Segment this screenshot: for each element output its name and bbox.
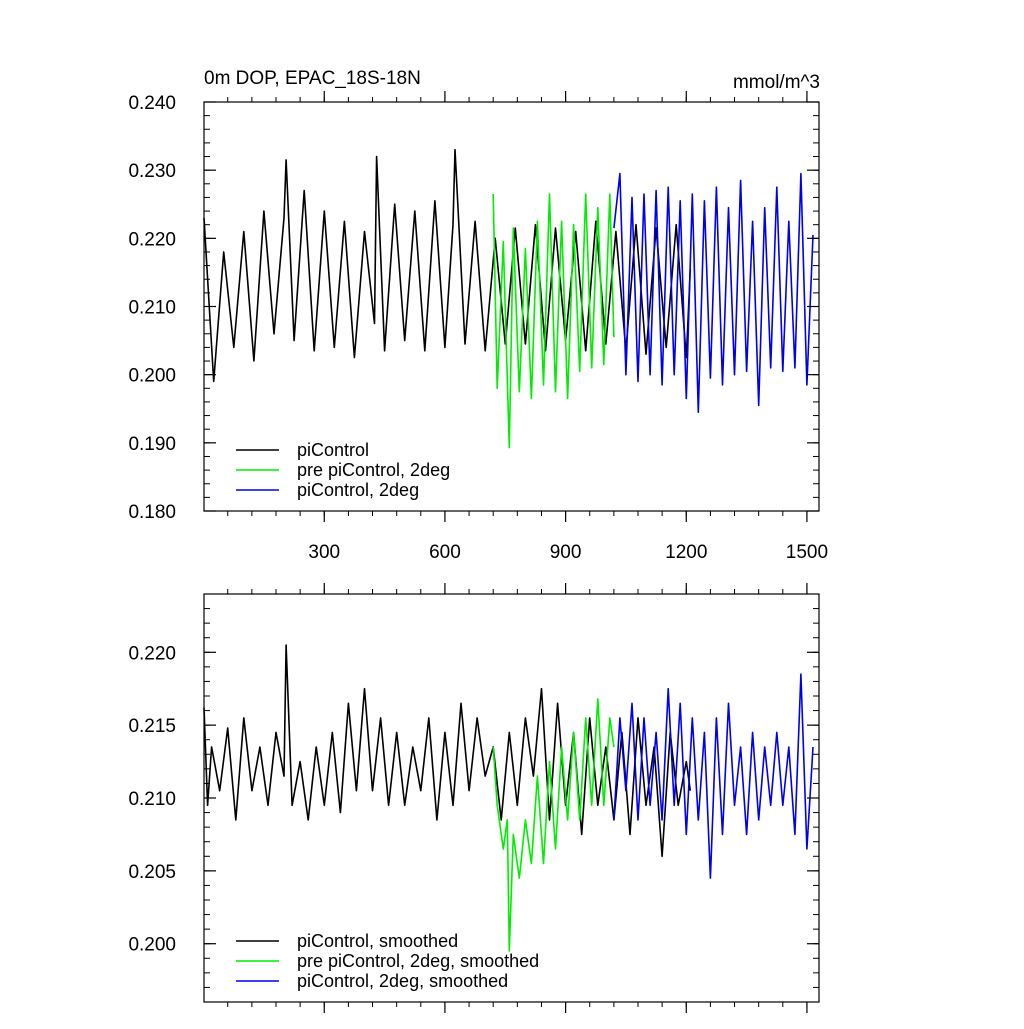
- y-tick-label: 0.220: [128, 229, 176, 250]
- series-line-1: [203, 644, 692, 858]
- legend-label: pre piControl, 2deg: [297, 460, 450, 480]
- y-tick-label: 0.215: [128, 716, 176, 737]
- y-tick-label: 0.205: [128, 862, 176, 883]
- x-tick-label: 900: [550, 542, 582, 563]
- legend-label: pre piControl, 2deg, smoothed: [297, 951, 539, 971]
- series-line-2: [492, 698, 615, 952]
- series-line-3: [613, 172, 814, 414]
- x-tick-label: 1500: [786, 542, 828, 563]
- legend-label: piControl, 2deg, smoothed: [297, 971, 508, 991]
- y-tick-label: 0.220: [128, 643, 176, 664]
- y-tick-label: 0.200: [128, 935, 176, 956]
- legend-label: piControl, 2deg: [297, 480, 419, 500]
- x-tick-label: 1200: [665, 542, 707, 563]
- series-line-3: [613, 673, 814, 879]
- legend-label: piControl: [297, 440, 369, 460]
- y-tick-label: 0.240: [128, 93, 176, 114]
- series-line-1: [203, 148, 692, 383]
- x-tick-label: 600: [429, 542, 461, 563]
- y-tick-label: 0.190: [128, 434, 176, 455]
- top-panel: 0.180 0.190 0.200 0.210 0.220 0.230 0.240 300 60…: [128, 91, 828, 563]
- bottom-panel: 0.200 0.205 0.210 0.215 0.220 piControl, smoo…: [128, 583, 820, 1013]
- x-tick-label: 300: [308, 542, 340, 563]
- y-tick-label: 0.210: [128, 298, 176, 319]
- y-tick-label: 0.210: [128, 789, 176, 810]
- y-tick-label: 0.200: [128, 366, 176, 387]
- y-tick-label: 0.230: [128, 161, 176, 182]
- y-tick-label: 0.180: [128, 502, 176, 523]
- legend-label: piControl, smoothed: [297, 931, 458, 951]
- series-line-2: [492, 193, 615, 449]
- chart-title: 0m DOP, EPAC_18S-18N: [204, 68, 421, 89]
- units-label: mmol/m^3: [733, 72, 820, 93]
